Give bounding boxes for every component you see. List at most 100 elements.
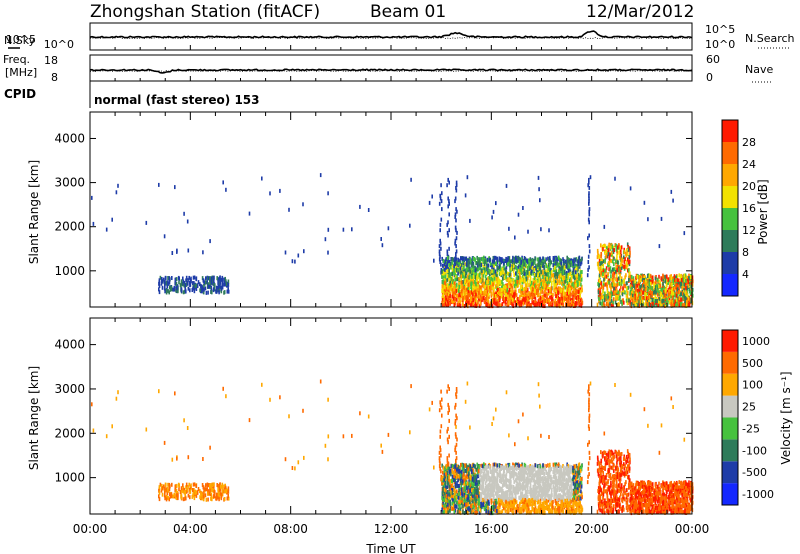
scatter-cell (676, 289, 678, 294)
scatter-cell (562, 276, 564, 281)
scatter-cell (508, 256, 510, 261)
scatter-cell (534, 292, 537, 297)
scatter-cell (575, 270, 577, 275)
scatter-cell (631, 298, 634, 303)
scatter-cell (587, 183, 589, 188)
scatter-cell (439, 448, 442, 453)
scatter-cell (189, 288, 191, 293)
scatter-cell (630, 286, 633, 291)
scatter-cell (459, 300, 462, 305)
scatter-cell (161, 285, 164, 290)
scatter-cell (487, 277, 489, 282)
scatter-cell (653, 284, 655, 288)
scatter-cell (482, 267, 484, 272)
scatter-cell (554, 265, 556, 270)
scatter-cell (588, 220, 590, 225)
scatter-cell (216, 483, 218, 487)
nsky-label: N.Sky (4, 34, 36, 47)
scatter-cell (455, 218, 457, 223)
scatter-cell (176, 286, 178, 291)
scatter-cell (575, 273, 577, 278)
scatter-cell (558, 299, 561, 304)
scatter-cell (637, 303, 639, 308)
scatter-cell (545, 283, 548, 288)
scatter-cell (640, 295, 643, 300)
scatter-cell (620, 252, 622, 257)
scatter-cell (209, 492, 212, 496)
scatter-cell (660, 423, 663, 428)
scatter-cell (464, 291, 466, 296)
scatter-cell (495, 261, 497, 266)
scatter-cell (524, 257, 527, 261)
scatter-cell (577, 259, 580, 264)
scatter-cell (463, 268, 465, 273)
scatter-cell (618, 243, 620, 248)
scatter-cell (572, 262, 575, 267)
scatter-cell (450, 283, 452, 288)
scatter-cell (631, 287, 634, 291)
scatter-cell (535, 263, 537, 268)
scatter-cell (520, 267, 523, 272)
scatter-cell (561, 269, 563, 274)
scatter-cell (491, 269, 493, 274)
scatter-cell (644, 280, 646, 285)
scatter-cell (651, 286, 653, 291)
scatter-cell (438, 408, 441, 413)
scatter-cell (656, 289, 659, 294)
scatter-cell (480, 277, 483, 282)
scatter-cell (529, 266, 531, 271)
scatter-cell (498, 280, 500, 285)
scatter-cell (650, 281, 652, 286)
scatter-cell (448, 246, 450, 251)
scatter-cell (680, 284, 682, 289)
scatter-cell (553, 280, 555, 285)
scatter-cell (498, 272, 501, 277)
scatter-cell (189, 487, 191, 492)
scatter-cell (598, 273, 601, 278)
scatter-cell (505, 277, 508, 282)
scatter-cell (177, 289, 179, 294)
scatter-cell (566, 291, 568, 296)
scatter-cell (587, 267, 589, 272)
scatter-cell (587, 466, 590, 471)
scatter-cell (625, 288, 628, 293)
scatter-cell (629, 302, 632, 307)
scatter-cell (438, 252, 441, 257)
scatter-cell (224, 282, 226, 287)
scatter-cell (640, 291, 643, 296)
scatter-cell (566, 262, 569, 267)
scatter-cell (526, 287, 529, 292)
scatter-cell (635, 291, 638, 296)
scatter-cell (488, 268, 491, 273)
scatter-cell (478, 258, 480, 263)
scatter-cell (465, 262, 468, 267)
scatter-cell (443, 302, 445, 307)
scatter-cell (303, 455, 305, 460)
scatter-cell (612, 279, 614, 284)
scatter-cell (209, 239, 211, 244)
scatter-cell (562, 257, 564, 262)
scatter-cell (622, 298, 624, 303)
scatter-cell (645, 278, 647, 283)
scatter-cell (491, 259, 494, 264)
scatter-cell (515, 277, 518, 282)
scatter-cell (467, 292, 469, 297)
scatter-cell (609, 297, 611, 302)
scatter-cell (197, 487, 200, 491)
scatter-cell (516, 256, 518, 261)
scatter-cell (587, 260, 590, 264)
scatter-cell (455, 392, 457, 397)
scatter-cell (625, 262, 627, 267)
scatter-cell (470, 279, 473, 284)
scatter-cell (479, 279, 482, 284)
scatter-cell (288, 414, 290, 419)
scatter-cell (466, 381, 469, 386)
scatter-cell (441, 289, 443, 293)
scatter-cell (683, 288, 685, 293)
scatter-cell (665, 274, 668, 279)
scatter-cell (466, 258, 468, 263)
scatter-cell (491, 422, 493, 426)
scatter-cell (458, 282, 460, 286)
scatter-cell (559, 286, 561, 291)
scatter-cell (158, 290, 161, 295)
